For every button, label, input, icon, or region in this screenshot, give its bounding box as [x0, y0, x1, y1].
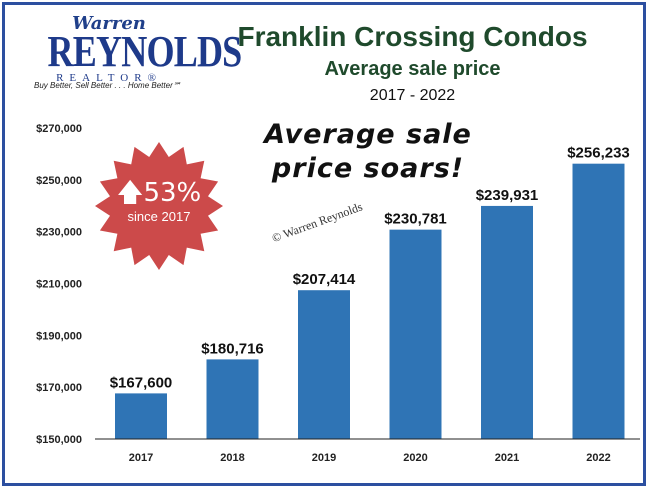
bar-value-label: $180,716 — [201, 340, 264, 357]
bar-2019 — [298, 290, 350, 439]
headline-line-1: Average sale — [264, 119, 472, 150]
bar-value-label: $207,414 — [293, 271, 356, 288]
chart-subtitle: Average sale price — [324, 58, 501, 80]
chart-title: Franklin Crossing Condos — [237, 21, 588, 52]
x-tick-label: 2022 — [586, 452, 610, 464]
headline: Average sale price soars! — [258, 118, 478, 186]
y-tick-label: $170,000 — [36, 382, 82, 394]
y-tick-label: $210,000 — [36, 279, 82, 291]
bar-2017 — [115, 393, 167, 439]
bar-value-label: $239,931 — [476, 187, 539, 204]
logo-tagline: Buy Better, Sell Better . . . Home Bette… — [34, 81, 181, 90]
x-axis: 2017 2018 2019 2020 2021 2022 — [129, 452, 611, 464]
bar-value-label: $167,600 — [110, 374, 173, 391]
bar-2018 — [206, 359, 259, 439]
growth-badge: 🡅53% since 2017 — [93, 140, 225, 272]
starburst-polygon — [95, 142, 223, 270]
logo-sub-text: REALTOR® — [56, 72, 162, 84]
y-tick-label: $230,000 — [36, 227, 82, 239]
bar-value-label: $256,233 — [567, 145, 630, 162]
x-tick-label: 2018 — [220, 452, 244, 464]
x-tick-label: 2017 — [129, 452, 153, 464]
bar-2022 — [572, 163, 625, 439]
y-tick-label: $270,000 — [36, 123, 82, 135]
y-tick-label: $250,000 — [36, 175, 82, 187]
badge-since-text: since 2017 — [127, 209, 191, 224]
y-tick-label: $150,000 — [36, 434, 82, 446]
y-axis: $150,000 $170,000 $190,000 $210,000 $230,000… — [36, 123, 82, 446]
x-tick-label: 2019 — [312, 452, 336, 464]
x-tick-label: 2021 — [495, 452, 519, 464]
bar-value-label: $230,781 — [384, 211, 447, 228]
chart-year-range: 2017 - 2022 — [369, 87, 456, 104]
starburst-shape — [95, 142, 223, 270]
bar-2020 — [389, 229, 442, 439]
arrow-up-icon: 🡅 — [116, 178, 144, 208]
logo-script-text: Warren — [72, 13, 146, 34]
badge-percent: 🡅53% — [93, 178, 225, 208]
bar-series: $167,600 $180,716 $207,414 $230,781 $239,931… — [110, 145, 630, 439]
x-tick-label: 2020 — [403, 452, 427, 464]
badge-percent-value: 53% — [143, 178, 202, 208]
bar-2021 — [481, 205, 533, 439]
y-tick-label: $190,000 — [36, 330, 82, 342]
headline-line-2: price soars! — [271, 153, 465, 184]
